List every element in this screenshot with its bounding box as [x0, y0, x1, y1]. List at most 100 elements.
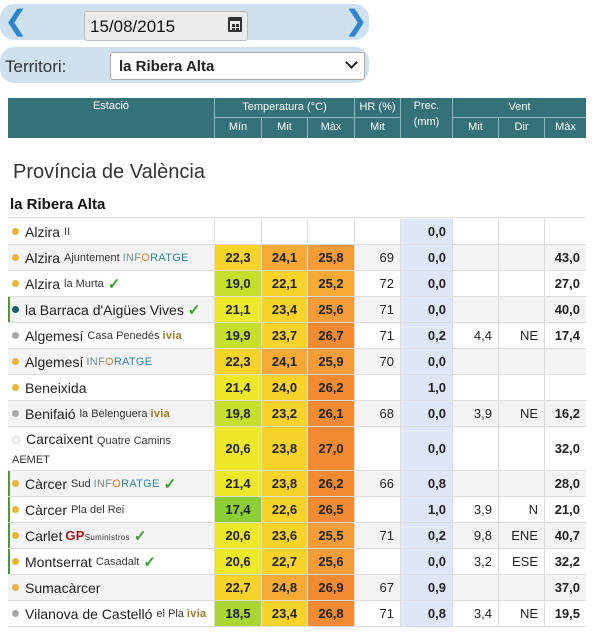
station-cell[interactable]: Càrcer Pla del Rei: [8, 497, 215, 522]
header-wind-max: Màx: [555, 121, 576, 133]
date-value: 15/08/2015: [90, 17, 176, 36]
ivia-logo: ivia: [162, 329, 183, 342]
gp-suministros-logo: GPSuministros: [65, 528, 130, 543]
station-status-dot: [12, 480, 19, 487]
cell-prec: 0,0: [401, 245, 453, 270]
station-cell[interactable]: la Barraca d'Aigües Vives ✓: [8, 297, 215, 322]
cell-min: 22,7: [215, 575, 262, 600]
cell-prec: 0,0: [401, 401, 453, 426]
cell-hr: 72: [355, 271, 401, 296]
station-cell[interactable]: Alzira II: [8, 219, 215, 244]
header-hr-mit: Mit: [355, 118, 401, 138]
header-wind-dir: Dir: [499, 118, 545, 138]
station-cell[interactable]: Sumacàrcer: [8, 575, 215, 600]
date-bar: ❮ 15/08/2015 ❯: [0, 4, 369, 41]
header-temp-max: Màx: [308, 118, 355, 138]
previous-day-button[interactable]: ❮: [4, 4, 28, 37]
cell-w-dir: [499, 271, 545, 296]
cell-w-dir: [499, 349, 545, 374]
table-row: Sumacàrcer 22,7 24,8 26,9 67 0,9 37,0: [8, 575, 586, 601]
cell-mit: [262, 219, 308, 244]
cell-w-mit: 3,9: [453, 497, 499, 522]
station-status-dot: [12, 280, 19, 287]
header-station: Estació: [8, 98, 215, 138]
cell-w-dir: [499, 471, 545, 496]
check-icon: ✓: [107, 275, 121, 293]
cell-prec: 1,0: [401, 375, 453, 400]
station-cell[interactable]: Carlet GPSuministros ✓: [8, 523, 215, 548]
station-subname: Ajuntement: [64, 251, 120, 264]
cell-w-max: 28,0: [554, 476, 580, 491]
inforatge-logo: INFORATGE: [86, 355, 153, 368]
cell-w-mit: 3,4: [453, 601, 499, 626]
cell-min: 20,6: [215, 523, 262, 548]
cell-w-mit: 4,4: [453, 323, 499, 348]
cell-w-max: 17,4: [554, 328, 580, 343]
cell-mit: 23,8: [262, 427, 308, 470]
cell-max: 26,8: [308, 601, 355, 626]
table-row: la Barraca d'Aigües Vives ✓ 21,1 23,4 25,6 71…: [8, 297, 586, 323]
station-cell[interactable]: Alzira Ajuntement INFORATGE: [8, 245, 215, 270]
cell-w-max: [545, 375, 586, 400]
station-cell[interactable]: Carcaixent Quatre Camins AEMET: [8, 427, 215, 470]
cell-w-mit: 3,2: [453, 549, 499, 574]
table-row: Alzira Ajuntement INFORATGE 22,3 24,1 25,8 69 0…: [8, 245, 586, 271]
cell-w-dir: [499, 427, 545, 470]
next-day-button[interactable]: ❯: [344, 4, 368, 37]
cell-w-max: 32,2: [554, 554, 580, 569]
online-indicator: [8, 471, 10, 496]
cell-min: 20,6: [215, 427, 262, 470]
cell-w-dir: NE: [499, 323, 545, 348]
station-status-dot: [12, 306, 19, 313]
station-cell[interactable]: Vilanova de Castelló el Pla ivia: [8, 601, 215, 626]
station-cell[interactable]: Montserrat Casadalt ✓: [8, 549, 215, 574]
cell-min: [215, 219, 262, 244]
station-name: Carlet: [25, 527, 63, 544]
header-temperature: Temperatura (°C): [215, 98, 355, 118]
station-subname: Casadalt: [95, 555, 140, 568]
inforatge-logo: INFORATGE: [93, 477, 160, 490]
cell-hr: [355, 375, 401, 400]
date-input[interactable]: 15/08/2015: [84, 11, 248, 41]
cell-prec: 0,2: [401, 323, 453, 348]
cell-mit: 23,6: [262, 523, 308, 548]
station-name: la Barraca d'Aigües Vives: [25, 301, 184, 318]
station-cell[interactable]: Algemesí INFORATGE: [8, 349, 215, 374]
station-status-dot: [12, 384, 19, 391]
station-cell[interactable]: Alzira la Murta ✓: [8, 271, 215, 296]
station-cell[interactable]: Algemesí Casa Penedés ivia: [8, 323, 215, 348]
cell-w-mit: [453, 245, 499, 270]
cell-min: 22,3: [215, 349, 262, 374]
cell-w-dir: [499, 219, 545, 244]
cell-w-max: 16,2: [554, 406, 580, 421]
station-name: Sumacàrcer: [25, 579, 101, 596]
cell-prec: 0,0: [401, 549, 453, 574]
table-row: Càrcer Sud INFORATGE ✓ 21,4 23,8 26,2 66 0,8 28,0: [8, 471, 586, 497]
station-status-dot: [12, 532, 19, 539]
station-cell[interactable]: Beneixida: [8, 375, 215, 400]
station-status-dot: [12, 506, 19, 513]
table-row: Carcaixent Quatre Camins AEMET 20,6 23,8 27,0…: [8, 427, 586, 471]
table-row: Algemesí Casa Penedés ivia 19,9 23,7 26,7 71 0,…: [8, 323, 586, 349]
cell-hr: 69: [355, 245, 401, 270]
table-row: Benifaió la Belenguera ivia 19,8 23,2 26,1 68 0…: [8, 401, 586, 427]
station-subname: Quatre Camins: [96, 435, 171, 447]
station-cell[interactable]: Càrcer Sud INFORATGE ✓: [8, 471, 215, 496]
cell-prec: 0,2: [401, 523, 453, 548]
station-name: Montserrat: [25, 553, 92, 570]
station-subname: Casa Penedés: [87, 329, 160, 342]
cell-w-mit: [453, 471, 499, 496]
station-cell[interactable]: Benifaió la Belenguera ivia: [8, 401, 215, 426]
station-name: Càrcer: [25, 501, 68, 518]
cell-w-dir: N: [499, 497, 545, 522]
cell-mit: 23,7: [262, 323, 308, 348]
station-name: Benifaió: [25, 405, 76, 422]
header-wind: Vent: [453, 98, 586, 118]
calendar-icon[interactable]: [228, 17, 242, 32]
table-header: Estació Temperatura (°C) HR (%) Prec. (m…: [8, 98, 586, 138]
table-row: Càrcer Pla del Rei 17,4 22,6 26,5 1,0 3,9 N 21,0: [8, 497, 586, 523]
chevron-down-icon: [345, 56, 358, 69]
inforatge-logo: INFORATGE: [122, 251, 189, 264]
cell-prec: 0,8: [401, 471, 453, 496]
territory-select[interactable]: la Ribera Alta: [110, 52, 365, 80]
